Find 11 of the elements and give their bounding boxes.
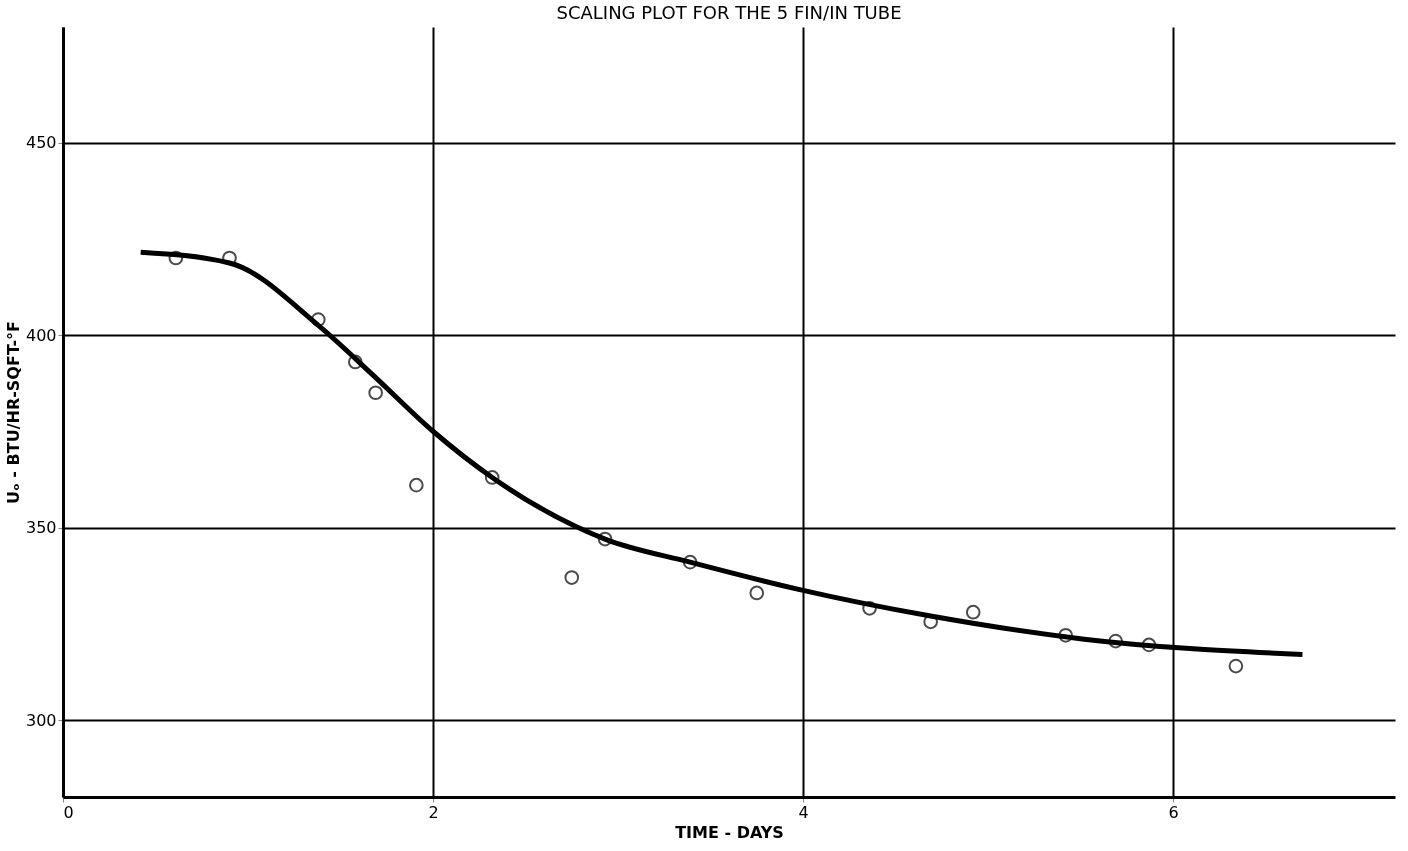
chart-title: SCALING PLOT FOR THE 5 FIN/IN TUBE	[556, 2, 902, 23]
y-tick-label: 300	[25, 710, 57, 730]
y-tick-label: 450	[25, 133, 57, 152]
x-tick-label: 6	[1168, 802, 1179, 822]
y-tick-label: 400	[25, 325, 57, 345]
x-tick-label: 4	[798, 802, 809, 822]
x-axis-title: TIME - DAYS	[675, 822, 784, 842]
x-tick-label: 0	[63, 802, 74, 822]
y-axis-title: Uₒ - BTU/HR-SQFT-°F	[3, 320, 23, 505]
x-tick-label: 2	[428, 802, 439, 822]
y-tick-label: 350	[25, 518, 57, 537]
